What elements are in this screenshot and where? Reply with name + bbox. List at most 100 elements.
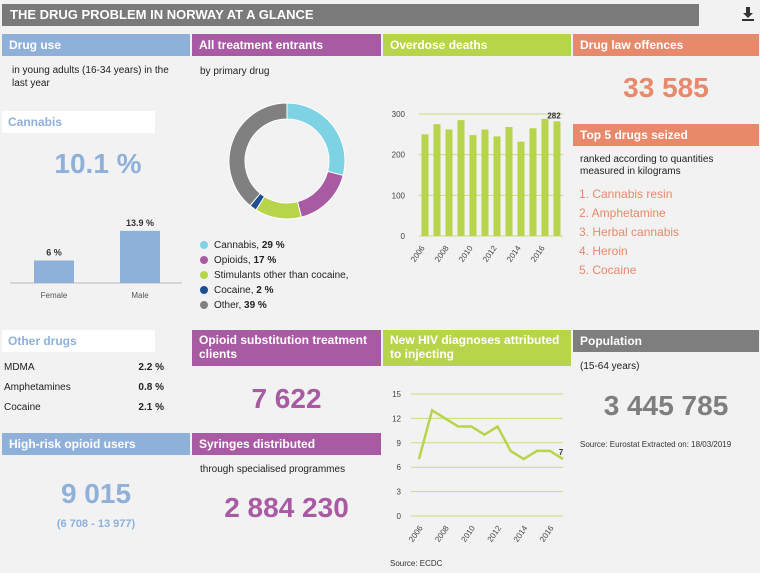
- hiv-line-chart: 0 3 6 9 12 15 2006 2008 2010 2012 2014 2016 7: [392, 390, 564, 544]
- y-tick-label: 0: [401, 232, 406, 241]
- bar-value-label: 13.9 %: [126, 218, 154, 228]
- treatment-header: All treatment entrants: [192, 34, 381, 56]
- bar: [505, 127, 513, 236]
- syringes-value: 2 884 230: [224, 492, 349, 523]
- legend-dot: [200, 271, 208, 280]
- population-value: 3 445 785: [603, 390, 729, 421]
- bar: [421, 134, 429, 236]
- bar: [34, 260, 74, 283]
- other-drug-value: 0.8 %: [138, 382, 164, 393]
- bar: [445, 129, 453, 236]
- treatment-legend: Cannabis, 29 % Opioids, 17 % Stimulants ot…: [200, 238, 380, 313]
- download-icon[interactable]: [738, 4, 758, 24]
- x-tick-label: 2014: [505, 244, 523, 264]
- legend-dot: [200, 301, 208, 310]
- drug-law-header: Drug law offences: [573, 34, 759, 56]
- top5-list: 1. Cannabis resin 2. Amphetamine 3. Herb…: [579, 185, 679, 280]
- legend-value: 17 %: [253, 255, 277, 266]
- donut-slice: [286, 102, 346, 177]
- other-drug-value: 2.1 %: [138, 402, 164, 413]
- last-value-label: 7: [559, 448, 564, 457]
- legend-name: Cocaine,: [214, 285, 257, 296]
- y-tick-label: 12: [392, 414, 401, 423]
- legend-item: Cannabis, 29 %: [200, 238, 380, 253]
- legend-value: 2 %: [256, 285, 274, 296]
- legend-item: Cocaine, 2 %: [200, 283, 380, 298]
- top5-item: 4. Heroin: [579, 244, 628, 258]
- other-drugs-header: Other drugs: [8, 334, 77, 348]
- bar-category-label: Male: [131, 291, 149, 300]
- other-drug-name: Amphetamines: [4, 382, 71, 393]
- legend-item: Stimulants other than cocaine,: [200, 268, 380, 283]
- x-tick-label: 2012: [481, 244, 499, 264]
- bar-value-label: 6 %: [46, 248, 62, 258]
- drug-law-value: 33 585: [623, 72, 709, 103]
- x-tick-label: 2010: [457, 244, 475, 264]
- donut-slice: [228, 102, 288, 207]
- legend-name: Other,: [214, 300, 245, 311]
- bar: [529, 128, 537, 236]
- high-risk-value: 9 015: [60, 478, 132, 509]
- top5-header: Top 5 drugs seized: [573, 124, 759, 146]
- bar: [469, 135, 477, 236]
- y-tick-label: 300: [392, 110, 406, 119]
- other-drug-name: MDMA: [4, 362, 35, 373]
- other-drug-name: Cocaine: [4, 402, 41, 413]
- cannabis-label: Cannabis: [8, 115, 63, 129]
- overdose-bar-chart: 0 100 200 300 2006 2008 2010 2012 2014 2016 282: [392, 110, 563, 264]
- cannabis-label-box: Cannabis: [2, 111, 155, 133]
- bar: [120, 230, 160, 283]
- series-line: [417, 408, 564, 461]
- legend-dot: [200, 256, 208, 265]
- bar: [493, 136, 501, 236]
- x-tick-label: 2016: [529, 244, 547, 264]
- legend-dot: [200, 241, 208, 250]
- legend-item: Other, 39 %: [200, 298, 380, 313]
- top5-item: 3. Herbal cannabis: [579, 225, 680, 239]
- treatment-donut-chart: [228, 102, 346, 220]
- overdose-header: Overdose deaths: [383, 34, 571, 56]
- top5-item: 1. Cannabis resin: [579, 187, 673, 201]
- other-drugs-row: Cocaine 2.1 %: [4, 402, 164, 422]
- bar: [517, 141, 525, 236]
- syringes-header: Syringes distributed: [192, 433, 381, 455]
- population-subtitle: (15-64 years): [580, 361, 640, 372]
- bar: [553, 121, 561, 236]
- y-tick-label: 6: [397, 463, 402, 472]
- y-tick-label: 200: [392, 151, 406, 160]
- population-header: Population: [573, 330, 759, 352]
- donut-slice: [296, 170, 344, 218]
- drug-use-bar-chart: 6 % Female 13.9 % Male: [10, 218, 182, 300]
- y-tick-label: 3: [397, 488, 402, 497]
- x-tick-label: 2016: [538, 524, 556, 544]
- high-risk-header: High-risk opioid users: [2, 433, 190, 455]
- top5-item: 5. Cocaine: [579, 263, 637, 277]
- other-drugs-table: MDMA 2.2 % Amphetamines 0.8 % Cocaine 2.…: [4, 362, 164, 422]
- x-tick-label: 2008: [433, 244, 451, 264]
- legend-dot: [200, 286, 208, 295]
- other-drug-value: 2.2 %: [138, 362, 164, 373]
- bar: [433, 124, 441, 236]
- x-tick-label: 2006: [407, 524, 425, 544]
- page-title: THE DRUG PROBLEM IN NORWAY AT A GLANCE: [2, 4, 699, 26]
- x-tick-label: 2008: [433, 524, 451, 544]
- bar-category-label: Female: [41, 291, 68, 300]
- y-tick-label: 100: [392, 191, 406, 200]
- population-source: Source: Eurostat Extracted on: 18/03/201…: [580, 440, 732, 449]
- bar: [457, 120, 465, 236]
- x-tick-label: 2012: [486, 524, 504, 544]
- legend-name: Opioids,: [214, 255, 254, 266]
- opioid-sub-header: Opioid substitution treatment clients: [192, 330, 381, 366]
- syringes-subtitle: through specialised programmes: [200, 464, 346, 475]
- legend-value: 39 %: [244, 300, 267, 311]
- legend-name: Stimulants other than cocaine,: [214, 270, 349, 281]
- legend-item: Opioids, 17 %: [200, 253, 380, 268]
- other-drugs-header-box: Other drugs: [2, 330, 155, 352]
- hiv-header: New HIV diagnoses attributed to injectin…: [383, 330, 571, 366]
- last-value-label: 282: [547, 111, 561, 120]
- legend-name: Cannabis,: [214, 240, 262, 251]
- other-drugs-row: Amphetamines 0.8 %: [4, 382, 164, 402]
- bar: [541, 118, 549, 236]
- drug-use-subtitle: in young adults (16-34 years) in the las…: [12, 65, 169, 89]
- cannabis-value: 10.1 %: [54, 148, 142, 179]
